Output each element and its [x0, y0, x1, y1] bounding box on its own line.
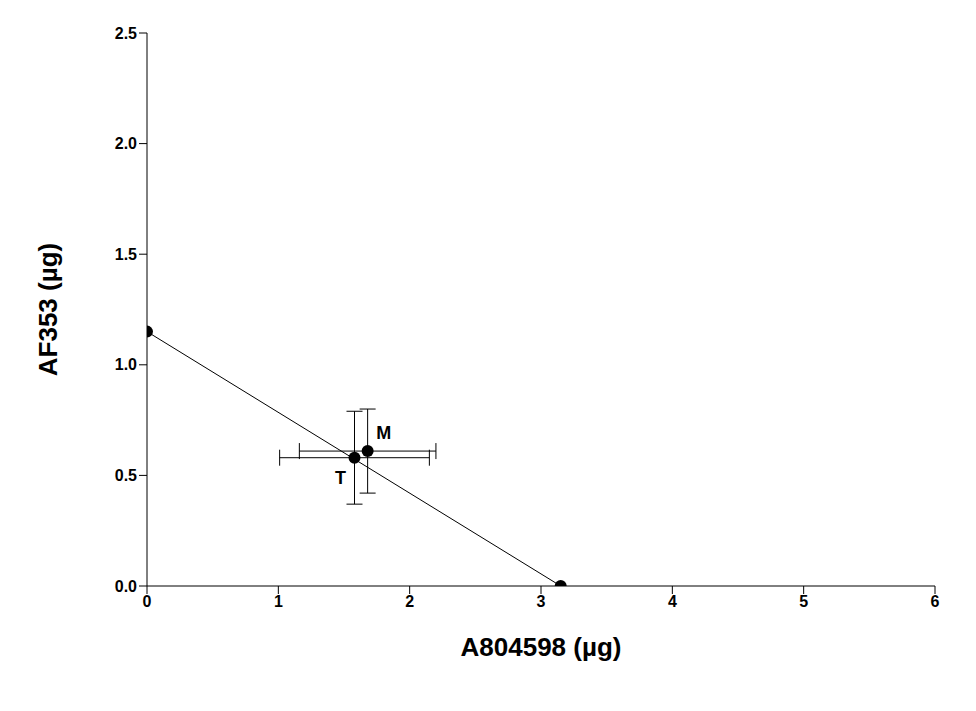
svg-text:1: 1 — [274, 593, 283, 610]
svg-text:A804598 (µg): A804598 (µg) — [461, 632, 622, 662]
svg-text:2: 2 — [405, 593, 414, 610]
svg-text:1.0: 1.0 — [115, 356, 137, 373]
svg-text:5: 5 — [799, 593, 808, 610]
svg-text:4: 4 — [668, 593, 677, 610]
svg-text:0.5: 0.5 — [115, 467, 137, 484]
svg-text:3: 3 — [537, 593, 546, 610]
svg-text:AF353 (µg): AF353 (µg) — [33, 243, 63, 376]
svg-text:2.5: 2.5 — [115, 25, 137, 42]
svg-text:1.5: 1.5 — [115, 246, 137, 263]
svg-text:6: 6 — [931, 593, 940, 610]
svg-text:2.0: 2.0 — [115, 135, 137, 152]
svg-text:0: 0 — [143, 593, 152, 610]
svg-text:T: T — [335, 468, 346, 488]
svg-text:M: M — [376, 423, 391, 443]
svg-text:0.0: 0.0 — [115, 578, 137, 595]
